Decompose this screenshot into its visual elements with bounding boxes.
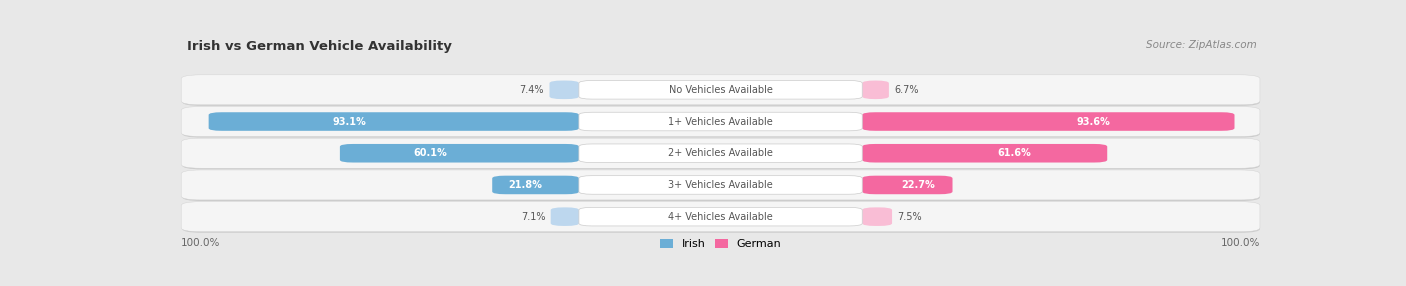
Text: 93.6%: 93.6% bbox=[1076, 116, 1109, 126]
FancyBboxPatch shape bbox=[579, 207, 862, 226]
FancyBboxPatch shape bbox=[579, 112, 862, 131]
FancyBboxPatch shape bbox=[340, 144, 579, 162]
Text: 2+ Vehicles Available: 2+ Vehicles Available bbox=[668, 148, 773, 158]
Text: 7.4%: 7.4% bbox=[520, 85, 544, 95]
FancyBboxPatch shape bbox=[862, 207, 891, 226]
Text: 1+ Vehicles Available: 1+ Vehicles Available bbox=[668, 116, 773, 126]
Text: No Vehicles Available: No Vehicles Available bbox=[669, 85, 772, 95]
FancyBboxPatch shape bbox=[550, 81, 579, 99]
FancyBboxPatch shape bbox=[181, 107, 1260, 136]
Text: 100.0%: 100.0% bbox=[1220, 238, 1260, 248]
Text: Irish vs German Vehicle Availability: Irish vs German Vehicle Availability bbox=[187, 40, 451, 53]
Text: 22.7%: 22.7% bbox=[901, 180, 935, 190]
FancyBboxPatch shape bbox=[183, 171, 1260, 201]
FancyBboxPatch shape bbox=[181, 202, 1260, 232]
FancyBboxPatch shape bbox=[551, 207, 579, 226]
FancyBboxPatch shape bbox=[862, 81, 889, 99]
FancyBboxPatch shape bbox=[183, 76, 1260, 106]
FancyBboxPatch shape bbox=[181, 138, 1260, 168]
FancyBboxPatch shape bbox=[862, 176, 952, 194]
Text: 3+ Vehicles Available: 3+ Vehicles Available bbox=[668, 180, 773, 190]
FancyBboxPatch shape bbox=[208, 112, 579, 131]
FancyBboxPatch shape bbox=[862, 144, 1108, 162]
Text: 21.8%: 21.8% bbox=[508, 180, 543, 190]
Text: 93.1%: 93.1% bbox=[332, 116, 366, 126]
FancyBboxPatch shape bbox=[579, 81, 862, 99]
FancyBboxPatch shape bbox=[183, 203, 1260, 233]
FancyBboxPatch shape bbox=[579, 176, 862, 194]
Text: Source: ZipAtlas.com: Source: ZipAtlas.com bbox=[1146, 40, 1257, 50]
FancyBboxPatch shape bbox=[181, 170, 1260, 200]
Text: 60.1%: 60.1% bbox=[413, 148, 447, 158]
Text: 4+ Vehicles Available: 4+ Vehicles Available bbox=[668, 212, 773, 222]
Text: 7.5%: 7.5% bbox=[897, 212, 922, 222]
Text: 100.0%: 100.0% bbox=[181, 238, 221, 248]
Text: 6.7%: 6.7% bbox=[894, 85, 920, 95]
Text: 61.6%: 61.6% bbox=[997, 148, 1031, 158]
FancyBboxPatch shape bbox=[181, 75, 1260, 105]
FancyBboxPatch shape bbox=[492, 176, 579, 194]
FancyBboxPatch shape bbox=[579, 144, 862, 162]
Text: 7.1%: 7.1% bbox=[520, 212, 546, 222]
FancyBboxPatch shape bbox=[183, 139, 1260, 169]
FancyBboxPatch shape bbox=[862, 112, 1234, 131]
FancyBboxPatch shape bbox=[183, 108, 1260, 138]
Legend: Irish, German: Irish, German bbox=[659, 239, 782, 249]
